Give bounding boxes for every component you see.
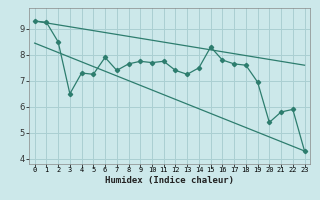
X-axis label: Humidex (Indice chaleur): Humidex (Indice chaleur) [105, 176, 234, 185]
